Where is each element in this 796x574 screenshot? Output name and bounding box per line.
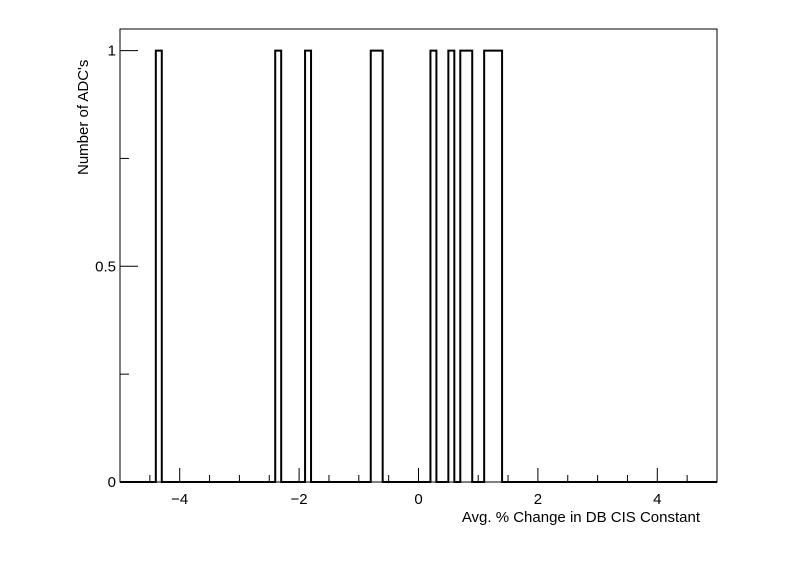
x-tick-label: 2 [534,491,542,508]
histogram-outline [120,49,717,483]
y-axis-ticks [120,50,138,483]
plot-frame [119,28,718,483]
x-axis-title: Avg. % Change in DB CIS Constant [462,509,701,526]
y-tick-label: 0.5 [95,258,116,275]
x-tick-label: −4 [171,491,188,508]
x-axis-ticks [119,468,718,482]
y-tick-label: 1 [108,43,116,60]
x-tick-label: 4 [653,491,661,508]
y-axis-tick-labels: 00.51 [95,43,116,491]
x-tick-label: 0 [414,491,422,508]
y-tick-label: 0 [108,474,116,491]
x-axis-tick-labels: −4 −2 0 2 4 [171,491,661,508]
y-axis-title: Number of ADC's [75,60,92,175]
x-tick-label: −2 [291,491,308,508]
